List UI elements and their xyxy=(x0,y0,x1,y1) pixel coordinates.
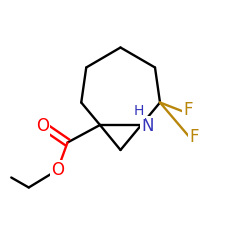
Text: O: O xyxy=(51,161,64,179)
Text: F: F xyxy=(190,128,199,146)
Text: O: O xyxy=(36,117,49,135)
Text: F: F xyxy=(183,101,193,119)
Text: H: H xyxy=(134,104,144,118)
Text: N: N xyxy=(141,117,154,135)
